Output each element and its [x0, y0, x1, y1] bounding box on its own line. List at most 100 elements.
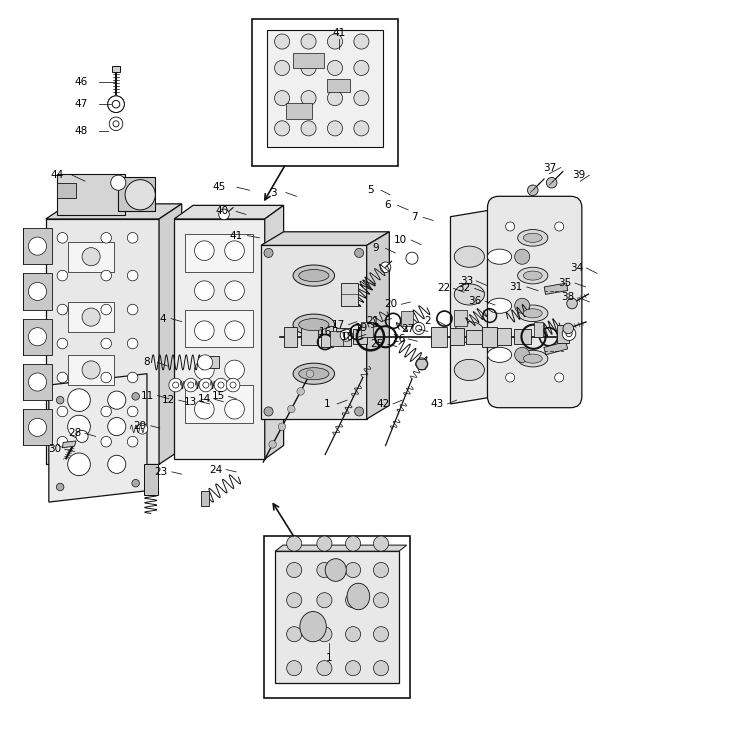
Circle shape [515, 298, 530, 313]
Circle shape [101, 436, 111, 447]
Circle shape [197, 355, 212, 370]
Bar [301, 328, 318, 345]
Circle shape [287, 536, 302, 551]
Circle shape [57, 270, 68, 281]
Ellipse shape [325, 559, 346, 581]
Circle shape [107, 455, 125, 473]
Circle shape [101, 270, 111, 281]
Circle shape [566, 331, 572, 337]
Text: 38: 38 [562, 292, 575, 303]
Text: 15: 15 [212, 391, 225, 402]
Circle shape [57, 304, 68, 315]
Circle shape [373, 627, 389, 642]
Circle shape [225, 241, 244, 260]
Circle shape [110, 175, 125, 190]
Ellipse shape [518, 305, 548, 322]
Bar [69, 242, 113, 272]
Bar [267, 30, 383, 147]
Circle shape [317, 536, 332, 551]
Text: 10: 10 [394, 235, 407, 245]
Text: 33: 33 [460, 276, 473, 286]
Circle shape [101, 372, 111, 383]
Text: 42: 42 [376, 399, 390, 409]
Ellipse shape [518, 267, 548, 284]
Bar [544, 283, 568, 294]
Circle shape [373, 562, 389, 578]
Polygon shape [261, 232, 389, 245]
Ellipse shape [488, 298, 512, 313]
Text: 11: 11 [141, 390, 153, 401]
Circle shape [528, 185, 538, 196]
Circle shape [76, 430, 88, 442]
Circle shape [82, 361, 100, 379]
Circle shape [184, 378, 197, 392]
Text: 39: 39 [572, 170, 585, 180]
Bar [206, 356, 219, 368]
Circle shape [555, 373, 564, 382]
Bar [284, 327, 297, 347]
Circle shape [354, 60, 369, 76]
Ellipse shape [523, 354, 542, 363]
Text: 28: 28 [68, 428, 81, 439]
Text: 43: 43 [430, 399, 444, 409]
Bar [23, 409, 52, 445]
Circle shape [82, 248, 100, 266]
Text: 1: 1 [324, 399, 330, 409]
Circle shape [68, 389, 91, 411]
Circle shape [380, 262, 391, 273]
Circle shape [199, 378, 212, 392]
Circle shape [345, 661, 361, 676]
Circle shape [29, 373, 47, 391]
Circle shape [297, 387, 305, 395]
Bar [185, 310, 253, 347]
Bar [544, 341, 568, 355]
Circle shape [264, 248, 273, 257]
Bar [321, 326, 333, 347]
Polygon shape [159, 204, 181, 464]
Bar [185, 234, 253, 272]
Bar [330, 331, 342, 346]
Circle shape [127, 372, 138, 383]
Ellipse shape [347, 583, 370, 610]
Text: 44: 44 [51, 170, 64, 180]
Circle shape [515, 249, 530, 264]
Circle shape [317, 661, 332, 676]
Bar [252, 19, 398, 166]
Ellipse shape [523, 309, 542, 318]
Bar [534, 322, 543, 337]
Circle shape [343, 332, 349, 338]
Circle shape [194, 241, 214, 260]
Bar [201, 491, 209, 506]
Text: 18: 18 [340, 332, 354, 343]
Polygon shape [275, 545, 407, 551]
Circle shape [107, 96, 124, 112]
Circle shape [57, 396, 64, 404]
Text: 29: 29 [134, 421, 147, 431]
Circle shape [57, 483, 64, 491]
Polygon shape [49, 374, 147, 502]
Circle shape [317, 593, 332, 608]
Text: 35: 35 [558, 278, 571, 288]
Circle shape [101, 304, 111, 315]
Circle shape [563, 323, 574, 334]
Circle shape [345, 593, 361, 608]
Circle shape [373, 536, 389, 551]
Circle shape [354, 121, 369, 136]
Text: 37: 37 [544, 162, 556, 173]
Bar [327, 79, 350, 92]
Text: 3: 3 [271, 187, 277, 198]
Text: 5: 5 [367, 185, 373, 196]
Bar [185, 385, 253, 423]
Circle shape [101, 233, 111, 243]
Text: 23: 23 [155, 467, 168, 477]
Circle shape [287, 661, 302, 676]
Circle shape [327, 91, 342, 106]
Circle shape [132, 393, 139, 400]
Text: 41: 41 [332, 28, 345, 39]
Circle shape [345, 627, 361, 642]
Bar [23, 228, 52, 264]
Circle shape [301, 60, 316, 76]
Circle shape [226, 378, 240, 392]
Circle shape [57, 406, 68, 417]
Text: 45: 45 [213, 182, 226, 193]
